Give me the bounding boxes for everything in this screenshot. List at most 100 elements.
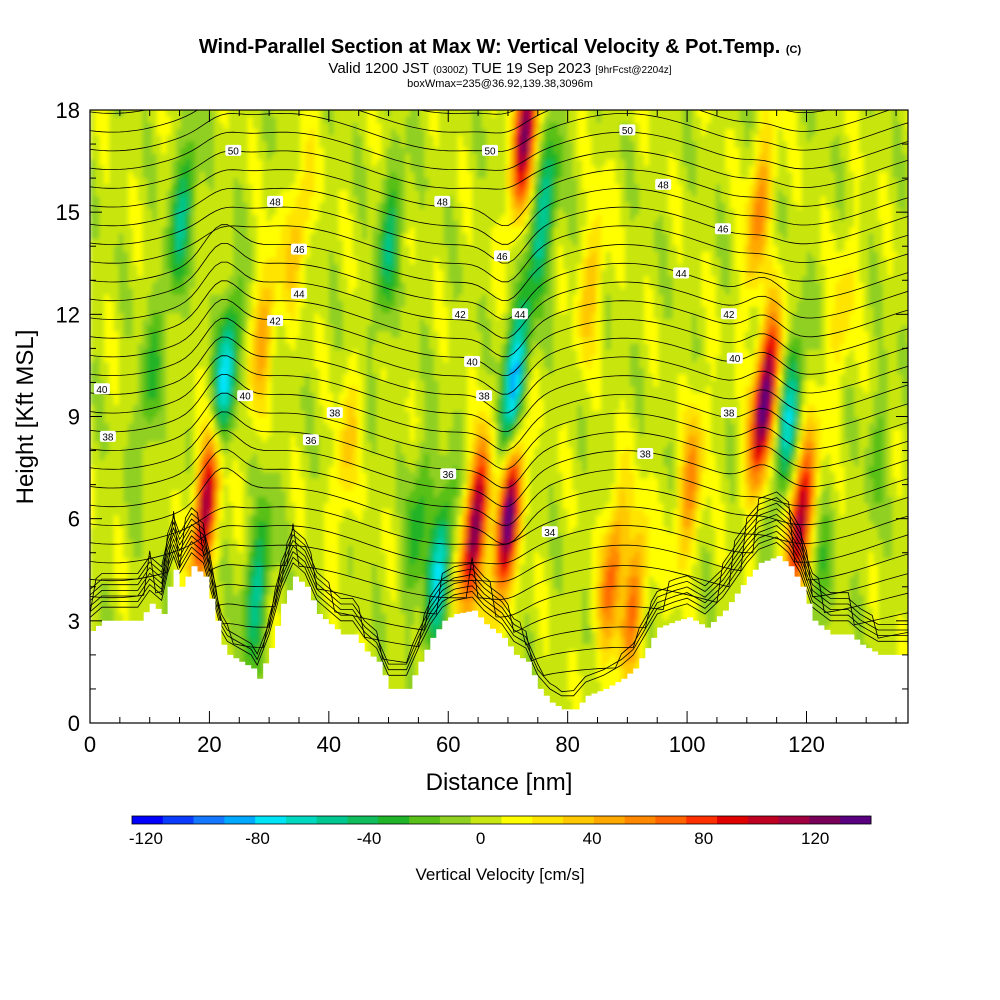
velocity-cell [109,483,115,491]
velocity-cell [90,318,96,326]
velocity-cell [199,220,206,228]
velocity-cell [252,490,258,497]
velocity-cell [195,324,201,332]
velocity-cell [228,557,235,565]
velocity-cell [257,263,263,271]
velocity-cell [295,367,301,375]
velocity-cell [199,275,206,283]
velocity-cell [271,563,278,571]
velocity-cell [209,361,215,369]
velocity-cell [123,134,129,142]
velocity-cell [228,251,235,258]
velocity-cell [147,122,153,130]
velocity-cell [228,232,235,240]
velocity-cell [118,471,125,479]
velocity-cell [109,300,115,307]
velocity-cell [123,330,129,338]
velocity-cell [252,367,258,375]
velocity-cell [209,520,215,528]
velocity-cell [161,594,168,602]
velocity-cell [204,165,211,173]
velocity-cell [152,514,158,522]
velocity-cell [147,214,153,222]
velocity-cell [223,465,230,473]
velocity-cell [262,177,268,185]
velocity-cell [271,214,278,222]
velocity-cell [257,600,263,608]
velocity-cell [209,539,215,546]
velocity-cell [285,477,292,485]
velocity-cell [276,373,282,381]
velocity-cell [147,159,153,166]
velocity-cell [262,306,268,314]
velocity-cell [304,459,311,467]
velocity-cell [113,189,120,197]
velocity-cell [204,232,211,240]
velocity-cell [262,526,268,534]
velocity-cell [195,545,201,553]
velocity-cell [94,410,101,418]
velocity-cell [190,263,196,271]
velocity-cell [281,594,287,602]
valid-zulu: (0300Z) [432,65,468,76]
velocity-cell [266,471,273,479]
velocity-cell [204,110,211,117]
velocity-cell [266,367,273,375]
velocity-cell [113,539,120,546]
velocity-cell [214,128,220,136]
velocity-cell [266,477,273,485]
velocity-cell [171,490,177,497]
velocity-cell [219,563,225,571]
velocity-cell [199,208,206,215]
velocity-cell [137,195,144,203]
velocity-cell [242,410,249,418]
velocity-cell [290,490,297,497]
velocity-cell [118,361,125,369]
velocity-cell [233,514,239,522]
velocity-cell [252,324,258,332]
velocity-cell [276,140,282,148]
velocity-cell [228,514,235,522]
velocity-cell [109,385,115,393]
velocity-cell [219,202,225,209]
velocity-cell [128,416,134,424]
velocity-cell [238,459,244,467]
velocity-cell [309,202,316,209]
velocity-cell [271,441,278,448]
velocity-cell [128,398,134,405]
velocity-cell [118,404,125,412]
velocity-cell [166,453,172,461]
velocity-cell [152,152,158,160]
velocity-cell [142,471,149,479]
velocity-cell [252,612,258,620]
velocity-cell [133,177,139,185]
velocity-cell [262,269,268,277]
velocity-cell [190,349,196,356]
velocity-cell [262,195,268,203]
velocity-cell [195,428,201,436]
velocity-cell [257,441,263,448]
velocity-cell [247,404,254,412]
velocity-cell [228,447,235,455]
velocity-cell [176,349,182,356]
velocity-cell [214,269,220,277]
velocity-cell [99,330,106,338]
velocity-cell [123,379,129,387]
velocity-cell [295,483,301,491]
velocity-cell [204,159,211,166]
velocity-cell [304,422,311,430]
velocity-cell [171,287,177,295]
velocity-cell [94,342,101,350]
velocity-cell [137,269,144,277]
velocity-cell [137,575,144,583]
velocity-cell [304,398,311,405]
velocity-cell [309,373,316,381]
velocity-cell [257,624,263,632]
velocity-cell [233,416,239,424]
velocity-cell [295,275,301,283]
velocity-cell [233,232,239,240]
velocity-cell [185,471,192,479]
velocity-cell [152,269,158,277]
velocity-cell [214,459,220,467]
